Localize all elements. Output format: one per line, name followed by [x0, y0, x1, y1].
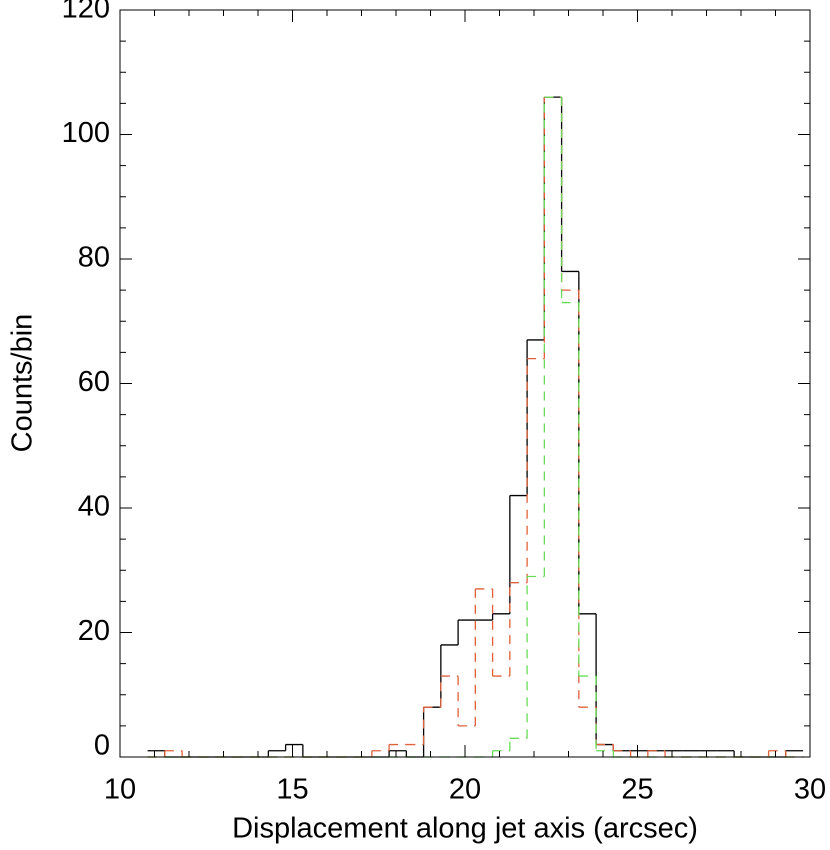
- x-tick-label: 30: [794, 774, 826, 806]
- x-axis-title: Displacement along jet axis (arcsec): [232, 813, 698, 845]
- y-axis-title: Counts/bin: [7, 314, 39, 453]
- x-tick-label: 15: [276, 774, 308, 806]
- plot-frame: [119, 9, 811, 758]
- y-tick-label: 60: [78, 366, 110, 398]
- y-tick-label: 0: [94, 730, 110, 762]
- x-tick-label: 25: [621, 774, 653, 806]
- y-tick-label: 20: [78, 615, 110, 647]
- x-tick-label: 10: [104, 774, 136, 806]
- y-tick-label: 100: [62, 117, 110, 149]
- y-tick-label: 120: [62, 0, 110, 25]
- y-tick-label: 80: [78, 242, 110, 274]
- y-tick-label: 40: [78, 491, 110, 523]
- x-tick-label: 20: [449, 774, 481, 806]
